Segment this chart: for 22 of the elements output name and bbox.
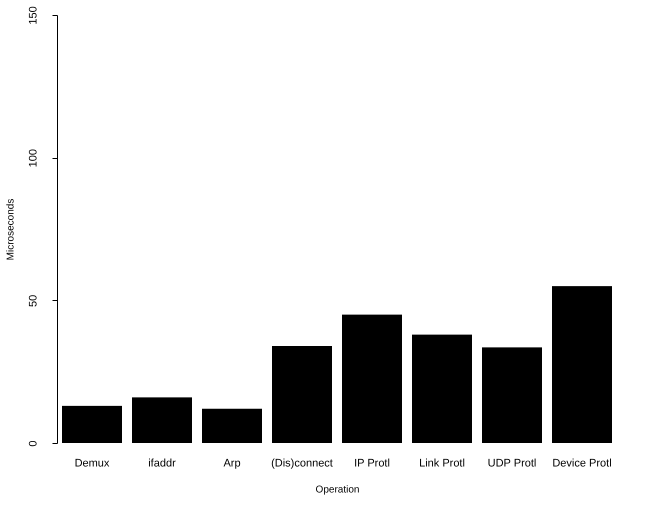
- bar: [482, 347, 542, 443]
- x-tick-label: (Dis)connect: [271, 458, 333, 470]
- y-tick-label: 100: [28, 148, 40, 168]
- y-tick-label: 0: [28, 440, 40, 447]
- x-tick-label: Demux: [74, 458, 110, 470]
- bar: [552, 286, 612, 443]
- y-tick-label: 50: [28, 294, 40, 307]
- y-tick-label: 150: [28, 6, 40, 25]
- bar: [342, 314, 402, 443]
- x-tick-label: Device Protl: [552, 458, 612, 470]
- x-axis-title: Operation: [316, 484, 360, 496]
- bar: [412, 334, 472, 443]
- y-axis-title: Microseconds: [6, 198, 16, 260]
- bar: [62, 406, 122, 443]
- x-tick-label: Arp: [223, 458, 241, 470]
- bar: [132, 397, 192, 443]
- x-tick-label: IP Protl: [354, 458, 390, 470]
- x-tick-label: ifaddr: [148, 458, 176, 470]
- bar: [202, 408, 262, 443]
- x-tick-label: UDP Protl: [488, 458, 536, 470]
- bar: [272, 346, 332, 443]
- x-tick-label: Link Protl: [419, 458, 465, 470]
